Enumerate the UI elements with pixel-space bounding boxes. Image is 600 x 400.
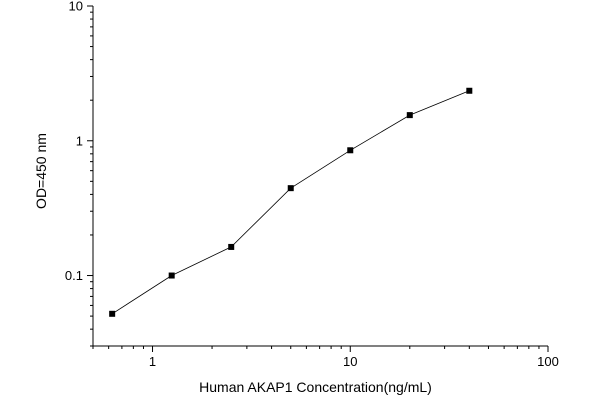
data-point-marker bbox=[287, 185, 294, 192]
x-tick-label: 1 bbox=[149, 354, 156, 369]
data-point-marker bbox=[347, 147, 354, 154]
data-point-marker bbox=[466, 87, 473, 94]
axes bbox=[92, 6, 548, 347]
y-tick-label: 1 bbox=[76, 133, 83, 148]
data-point-marker bbox=[406, 112, 413, 119]
y-tick-label: 10 bbox=[69, 0, 83, 14]
x-tick-label: 100 bbox=[537, 354, 559, 369]
series-line bbox=[111, 90, 470, 315]
data-point-marker bbox=[109, 310, 116, 317]
x-ticks: 1 10 100 bbox=[92, 346, 559, 369]
data-point-marker bbox=[168, 272, 175, 279]
data-point-marker bbox=[228, 243, 235, 250]
y-axis-title: OD=450 nm bbox=[33, 133, 49, 209]
y-ticks: 0.1 1 10 bbox=[65, 0, 93, 347]
y-tick-label: 0.1 bbox=[65, 268, 83, 283]
x-tick-label: 10 bbox=[343, 354, 357, 369]
x-axis-title: Human AKAP1 Concentration(ng/mL) bbox=[199, 379, 432, 395]
plot-area bbox=[109, 87, 473, 317]
